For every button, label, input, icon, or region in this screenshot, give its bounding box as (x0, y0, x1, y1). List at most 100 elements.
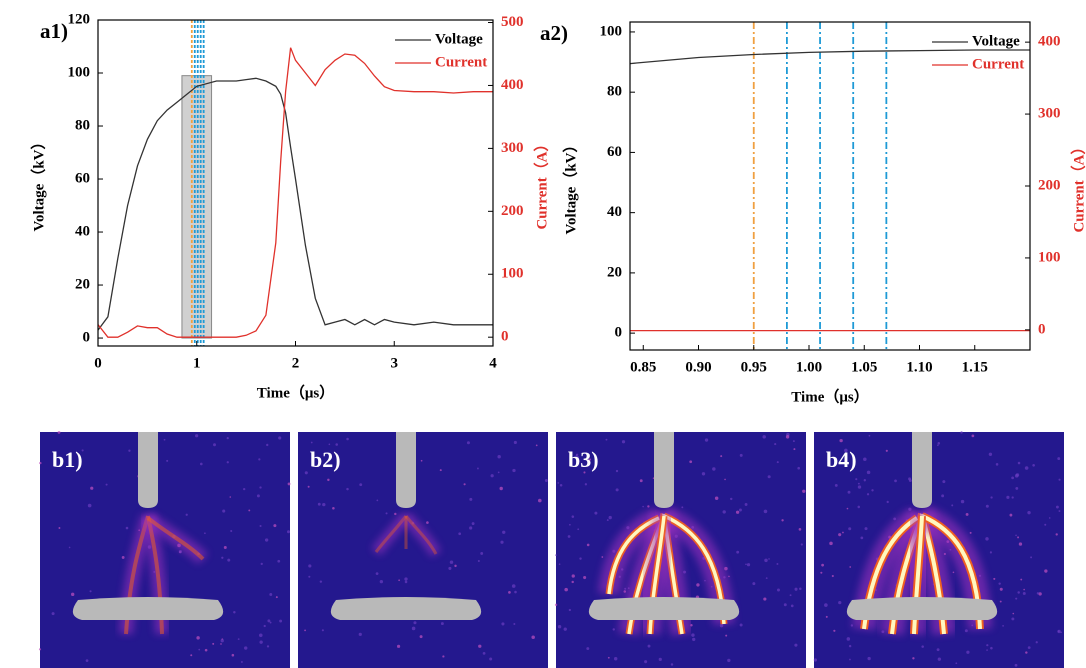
noise-dot (616, 470, 618, 472)
noise-dot (86, 659, 89, 662)
noise-dot (190, 654, 192, 656)
y2-axis-label: Current（A） (1069, 139, 1086, 232)
noise-dot (514, 591, 517, 594)
noise-dot (122, 556, 125, 559)
plot-frame (630, 22, 1030, 350)
noise-dot (579, 557, 581, 559)
noise-dot (728, 576, 730, 578)
noise-dot (376, 572, 379, 575)
noise-dot (972, 435, 975, 438)
noise-dot (747, 563, 750, 566)
series-line (98, 48, 493, 338)
noise-dot (480, 552, 483, 555)
noise-dot (791, 605, 794, 608)
y2-tick-label: 400 (501, 77, 524, 93)
noise-dot (200, 463, 203, 466)
noise-dot (259, 640, 262, 643)
noise-dot (942, 480, 945, 483)
noise-dot (501, 622, 504, 625)
noise-dot (230, 530, 232, 532)
noise-dot (986, 505, 989, 508)
highlight-window (182, 76, 212, 338)
noise-dot (1025, 651, 1027, 653)
noise-dot (273, 524, 276, 527)
noise-dot (320, 580, 322, 582)
noise-dot (261, 563, 263, 565)
noise-dot (500, 541, 503, 544)
noise-dot (220, 643, 222, 645)
series-line (630, 50, 1030, 64)
figure: 012340204060801001200100200300400500Time… (0, 0, 1086, 668)
noise-dot (288, 482, 291, 485)
noise-dot (412, 627, 416, 631)
noise-dot (71, 593, 74, 596)
y-tick-label: 100 (600, 23, 623, 39)
noise-dot (564, 628, 567, 631)
noise-dot (1036, 641, 1038, 643)
noise-dot (740, 454, 743, 457)
x-tick-label: 0.95 (741, 359, 767, 375)
noise-dot (1038, 592, 1041, 595)
noise-dot (847, 637, 851, 641)
noise-dot (838, 601, 841, 604)
noise-dot (332, 507, 335, 510)
x-axis-label: Time（μs） (257, 383, 334, 401)
noise-dot (213, 443, 216, 446)
noise-dot (1012, 613, 1014, 615)
noise-dot (318, 503, 321, 506)
noise-dot (784, 603, 787, 606)
noise-dot (329, 444, 331, 446)
noise-dot (839, 439, 842, 442)
noise-dot (781, 519, 783, 521)
noise-dot (500, 487, 503, 490)
noise-dot (648, 645, 651, 648)
noise-dot (790, 594, 792, 596)
noise-dot (826, 616, 828, 618)
noise-dot (196, 636, 199, 639)
y-tick-label: 40 (75, 223, 90, 239)
noise-dot (1017, 536, 1019, 538)
noise-dot (538, 499, 542, 503)
noise-dot (644, 660, 647, 663)
noise-dot (205, 649, 208, 652)
noise-dot (1056, 506, 1059, 509)
noise-dot (195, 434, 198, 437)
noise-dot (908, 477, 911, 480)
noise-dot (867, 657, 870, 660)
noise-dot (454, 565, 456, 567)
noise-dot (774, 443, 776, 445)
noise-dot (269, 593, 272, 596)
y2-tick-label: 300 (1038, 106, 1061, 122)
noise-dot (594, 512, 597, 515)
noise-dot (583, 576, 586, 579)
noise-dot (869, 435, 871, 437)
noise-dot (886, 450, 888, 452)
legend-label: Current (972, 56, 1024, 72)
noise-dot (1057, 457, 1060, 460)
noise-dot (569, 524, 571, 526)
noise-dot (937, 648, 940, 651)
noise-dot (308, 576, 310, 578)
noise-dot (768, 558, 770, 560)
noise-dot (278, 436, 281, 439)
noise-dot (477, 468, 479, 470)
noise-dot (764, 559, 767, 562)
noise-dot (736, 551, 739, 554)
noise-dot (222, 510, 225, 513)
discharge-image: b3) (555, 432, 806, 668)
y2-tick-label: 0 (501, 329, 509, 345)
noise-dot (404, 577, 407, 580)
y-tick-label: 100 (68, 64, 91, 80)
y-tick-label: 20 (75, 276, 90, 292)
noise-dot (616, 488, 619, 491)
noise-dot (1023, 592, 1026, 595)
noise-dot (609, 516, 612, 519)
y2-axis-label: Current（A） (532, 136, 550, 229)
noise-dot (860, 536, 863, 539)
noise-dot (58, 431, 61, 434)
image-label: b3) (568, 447, 599, 472)
noise-dot (937, 444, 939, 446)
noise-dot (1002, 625, 1004, 627)
discharge-image: b4) (814, 431, 1064, 668)
noise-dot (990, 551, 992, 553)
